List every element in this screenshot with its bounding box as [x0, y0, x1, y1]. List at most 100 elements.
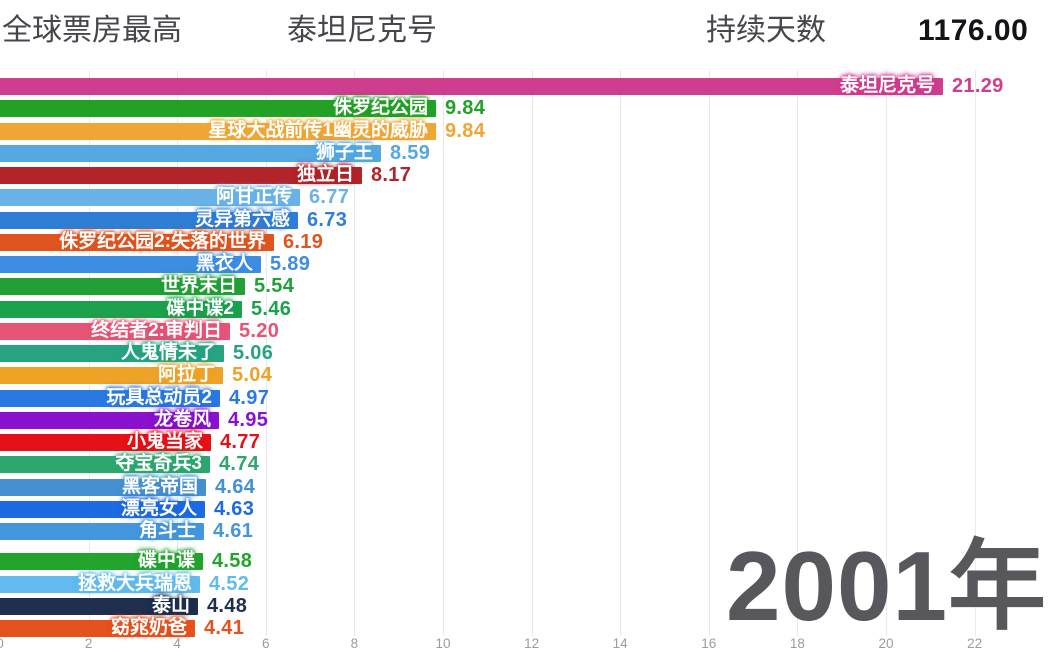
- bar-row: 星球大战前传1幽灵的威胁 9.84: [0, 120, 1057, 142]
- bar: [0, 412, 219, 429]
- axis-tick-label: 18: [789, 636, 805, 651]
- bar-row: 夺宝奇兵3 4.74: [0, 453, 1057, 475]
- bar: [0, 234, 274, 251]
- bar-value-label: 21.29: [952, 75, 1004, 97]
- bar: [0, 301, 242, 318]
- bar-name-label: 世界末日: [160, 275, 237, 296]
- bar-row: 阿甘正传 6.77: [0, 186, 1057, 208]
- bar: [0, 278, 245, 295]
- axis-tick-label: 10: [435, 636, 451, 651]
- bar-value-label: 5.89: [270, 253, 311, 275]
- bar-value-label: 9.84: [445, 120, 486, 142]
- leader-name: 泰坦尼克号: [287, 14, 437, 47]
- bar-name-label: 狮子王: [315, 142, 373, 163]
- gridline: [974, 70, 976, 636]
- bar-name-label: 角斗士: [138, 520, 196, 541]
- bar-name-label: 阿拉丁: [157, 364, 215, 385]
- bar-row: 侏罗纪公园2:失落的世界 6.19: [0, 231, 1057, 253]
- bar-value-label: 5.04: [232, 364, 273, 386]
- bar: [0, 167, 362, 184]
- bar-row: 角斗士 4.61: [0, 520, 1057, 542]
- bar-name-label: 拯救大兵瑞恩: [77, 573, 192, 594]
- gridline: [443, 70, 444, 636]
- bar-row: 泰坦尼克号 21.29: [0, 75, 1057, 97]
- gridline: [797, 70, 799, 636]
- bar-row: 狮子王 8.59: [0, 142, 1057, 164]
- bar: [0, 345, 224, 362]
- bar-value-label: 4.95: [228, 409, 269, 431]
- gridline: [354, 70, 356, 636]
- bar-name-label: 泰坦尼克号: [839, 75, 935, 96]
- bar-value-label: 4.48: [207, 595, 248, 617]
- bar-name-label: 碟中谍2: [166, 298, 234, 319]
- axis-tick-label: 14: [612, 636, 628, 651]
- bar: [0, 100, 436, 117]
- bar-row: 灵异第六感 6.73: [0, 209, 1057, 231]
- bar-value-label: 4.52: [209, 573, 250, 595]
- bar: [0, 189, 300, 206]
- bar: [0, 434, 211, 451]
- bar-name-label: 玩具总动员2: [106, 387, 212, 408]
- bar-value-label: 4.64: [215, 476, 256, 498]
- bar-value-label: 4.77: [220, 431, 261, 453]
- bar-name-label: 星球大战前传1幽灵的威胁: [208, 120, 428, 141]
- bar-row: 黑衣人 5.89: [0, 253, 1057, 275]
- bar-value-label: 4.61: [213, 520, 254, 542]
- bar-name-label: 独立日: [296, 164, 354, 185]
- bar: [0, 78, 943, 95]
- bar-value-label: 4.74: [219, 453, 260, 475]
- bar-value-label: 4.58: [212, 550, 253, 572]
- bar-row: 玩具总动员2 4.97: [0, 387, 1057, 409]
- gridline: [620, 70, 622, 636]
- bar-value-label: 4.41: [204, 617, 245, 639]
- bar-name-label: 漂亮女人: [120, 498, 197, 519]
- bar-name-label: 小鬼当家: [126, 431, 203, 452]
- bar-name-label: 侏罗纪公园: [332, 97, 428, 118]
- bar-row: 人鬼情未了 5.06: [0, 342, 1057, 364]
- axis-tick-label: 0: [0, 636, 4, 651]
- duration-value: 1176.00: [918, 14, 1029, 47]
- bar-name-label: 龙卷风: [153, 409, 211, 430]
- bar: [0, 390, 220, 407]
- bar: [0, 212, 298, 229]
- bar-name-label: 阿甘正传: [215, 186, 292, 207]
- axis-tick-label: 4: [173, 636, 181, 651]
- bar-name-label: 终结者2:审判日: [91, 320, 222, 341]
- bar-name-label: 碟中谍: [137, 550, 195, 571]
- bar-value-label: 5.54: [254, 275, 295, 297]
- bar-name-label: 人鬼情未了: [120, 342, 216, 363]
- bar-row: 拯救大兵瑞恩 4.52: [0, 573, 1057, 595]
- axis-tick-label: 22: [967, 636, 983, 651]
- gridline: [531, 70, 533, 636]
- bar-value-label: 5.20: [239, 320, 280, 342]
- bar-value-label: 8.17: [371, 164, 412, 186]
- bar: [0, 620, 195, 637]
- bar-row: 世界末日 5.54: [0, 275, 1057, 297]
- axis-tick-label: 2: [84, 636, 93, 651]
- page-title: 全球票房最高: [2, 14, 182, 47]
- bar-value-label: 6.77: [309, 186, 350, 208]
- bar-value-label: 6.19: [283, 231, 324, 253]
- axis-tick-label: 16: [701, 636, 717, 651]
- bar: [0, 553, 203, 570]
- bar: [0, 576, 200, 593]
- bar-value-label: 5.06: [233, 342, 274, 364]
- bar-row: 阿拉丁 5.04: [0, 364, 1057, 386]
- bar-row: 终结者2:审判日 5.20: [0, 320, 1057, 342]
- bar: [0, 479, 206, 496]
- bar-value-label: 6.73: [307, 209, 348, 231]
- bar-row: 独立日 8.17: [0, 164, 1057, 186]
- bar-name-label: 窈窕奶爸: [110, 617, 187, 638]
- axis-tick-label: 20: [878, 636, 894, 651]
- bar: [0, 145, 381, 162]
- bar: [0, 598, 198, 615]
- bar-name-label: 灵异第六感: [194, 209, 290, 230]
- axis-tick-label: 12: [524, 636, 540, 651]
- bar-row: 窈窕奶爸 4.41: [0, 617, 1057, 639]
- bar-row: 黑客帝国 4.64: [0, 476, 1057, 498]
- bar: [0, 123, 436, 140]
- bar-name-label: 夺宝奇兵3: [115, 453, 202, 474]
- bar-name-label: 黑衣人: [195, 253, 253, 274]
